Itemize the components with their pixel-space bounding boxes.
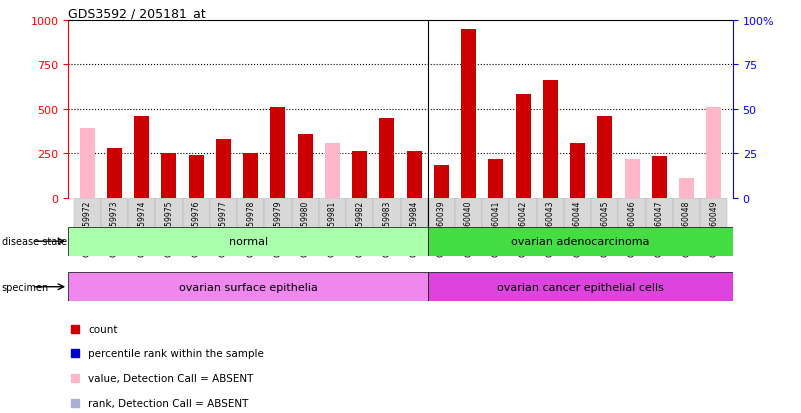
Text: GSM359980: GSM359980 bbox=[300, 200, 310, 246]
Bar bbox=[325, 143, 340, 198]
Text: GSM359974: GSM359974 bbox=[137, 200, 146, 246]
Bar bbox=[564, 198, 591, 254]
Text: GSM359984: GSM359984 bbox=[409, 200, 419, 246]
Bar bbox=[598, 116, 612, 198]
Bar bbox=[128, 198, 155, 254]
Bar bbox=[455, 198, 482, 254]
Text: normal: normal bbox=[228, 237, 268, 247]
Bar bbox=[429, 273, 733, 301]
Text: GSM360046: GSM360046 bbox=[628, 200, 637, 246]
Bar bbox=[237, 198, 264, 254]
Text: rank, Detection Call = ABSENT: rank, Detection Call = ABSENT bbox=[88, 398, 248, 408]
Bar bbox=[155, 198, 183, 254]
Bar bbox=[482, 198, 509, 254]
Bar bbox=[673, 198, 700, 254]
Text: GSM359975: GSM359975 bbox=[164, 200, 173, 246]
Text: GSM360049: GSM360049 bbox=[710, 200, 718, 246]
Bar bbox=[79, 129, 95, 198]
Bar bbox=[591, 198, 618, 254]
Bar bbox=[134, 116, 149, 198]
Text: GSM359979: GSM359979 bbox=[273, 200, 283, 246]
Bar bbox=[210, 198, 237, 254]
Bar bbox=[429, 227, 733, 256]
Bar bbox=[537, 198, 564, 254]
Text: GSM360041: GSM360041 bbox=[491, 200, 501, 246]
Text: GSM360045: GSM360045 bbox=[601, 200, 610, 246]
Bar bbox=[189, 156, 203, 198]
Text: GSM360040: GSM360040 bbox=[464, 200, 473, 246]
Bar bbox=[625, 159, 639, 198]
Bar bbox=[679, 179, 694, 198]
Text: ovarian cancer epithelial cells: ovarian cancer epithelial cells bbox=[497, 282, 664, 292]
Bar bbox=[618, 198, 646, 254]
Text: specimen: specimen bbox=[2, 282, 49, 292]
Bar bbox=[298, 134, 312, 198]
Bar bbox=[434, 165, 449, 198]
Text: GSM360043: GSM360043 bbox=[545, 200, 555, 246]
Bar bbox=[319, 198, 346, 254]
Text: GSM360042: GSM360042 bbox=[518, 200, 528, 246]
Bar bbox=[216, 140, 231, 198]
Bar bbox=[516, 95, 530, 198]
Bar bbox=[264, 198, 292, 254]
Bar bbox=[183, 198, 210, 254]
Text: GSM359981: GSM359981 bbox=[328, 200, 337, 246]
Text: GSM360039: GSM360039 bbox=[437, 200, 446, 246]
Text: GSM359973: GSM359973 bbox=[110, 200, 119, 246]
Bar bbox=[407, 151, 421, 198]
Bar bbox=[373, 198, 400, 254]
Bar bbox=[271, 108, 285, 198]
Text: GSM360044: GSM360044 bbox=[573, 200, 582, 246]
Text: GSM360048: GSM360048 bbox=[682, 200, 691, 246]
Bar bbox=[646, 198, 673, 254]
Bar bbox=[68, 273, 429, 301]
Bar bbox=[101, 198, 128, 254]
Bar bbox=[346, 198, 373, 254]
Text: GSM359976: GSM359976 bbox=[191, 200, 200, 246]
Text: disease state: disease state bbox=[2, 237, 66, 247]
Text: GSM360047: GSM360047 bbox=[655, 200, 664, 246]
Text: GSM359982: GSM359982 bbox=[355, 200, 364, 246]
Text: GSM359983: GSM359983 bbox=[382, 200, 392, 246]
Bar bbox=[380, 118, 394, 198]
Bar bbox=[652, 157, 667, 198]
Text: GSM359977: GSM359977 bbox=[219, 200, 228, 246]
Bar bbox=[706, 108, 722, 198]
Bar bbox=[244, 154, 258, 198]
Text: GSM359978: GSM359978 bbox=[246, 200, 256, 246]
Bar bbox=[461, 30, 476, 198]
Bar bbox=[428, 198, 455, 254]
Bar bbox=[162, 154, 176, 198]
Bar bbox=[352, 151, 367, 198]
Bar bbox=[489, 159, 503, 198]
Bar bbox=[400, 198, 428, 254]
Bar bbox=[509, 198, 537, 254]
Bar bbox=[68, 227, 429, 256]
Text: GDS3592 / 205181_at: GDS3592 / 205181_at bbox=[68, 7, 206, 19]
Bar bbox=[543, 81, 557, 198]
Bar bbox=[292, 198, 319, 254]
Text: percentile rank within the sample: percentile rank within the sample bbox=[88, 349, 264, 358]
Text: count: count bbox=[88, 324, 118, 334]
Bar bbox=[700, 198, 727, 254]
Bar bbox=[74, 198, 101, 254]
Text: value, Detection Call = ABSENT: value, Detection Call = ABSENT bbox=[88, 373, 253, 383]
Text: ovarian adenocarcinoma: ovarian adenocarcinoma bbox=[511, 237, 650, 247]
Text: ovarian surface epithelia: ovarian surface epithelia bbox=[179, 282, 317, 292]
Bar bbox=[570, 144, 585, 198]
Text: GSM359972: GSM359972 bbox=[83, 200, 91, 246]
Bar bbox=[107, 149, 122, 198]
